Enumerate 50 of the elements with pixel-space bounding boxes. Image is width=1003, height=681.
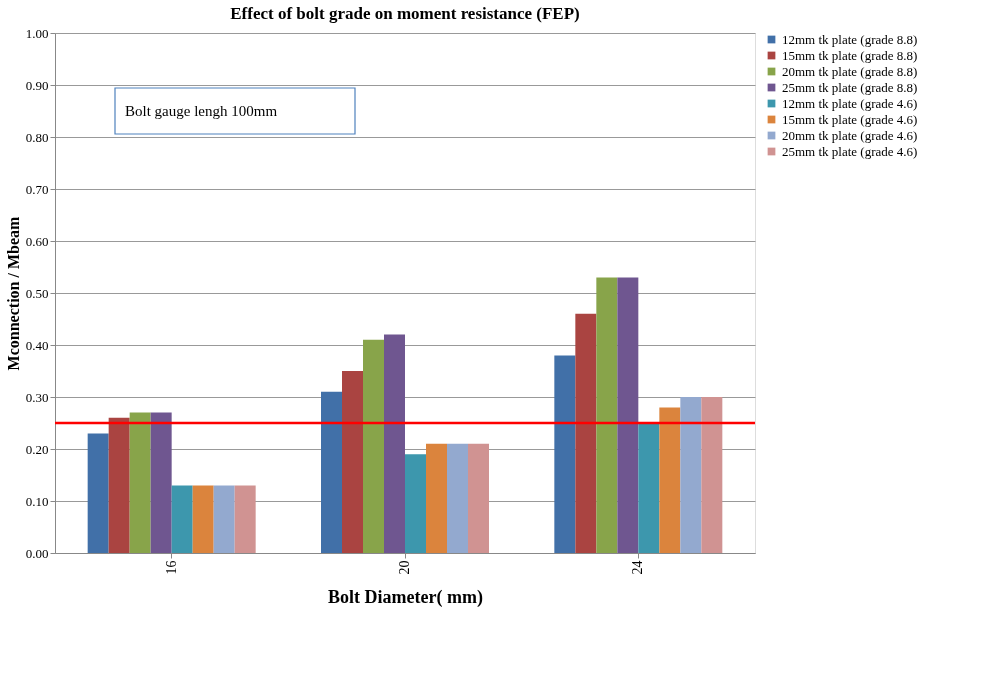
y-tick-label: 0.40	[25, 337, 49, 353]
bar	[129, 412, 151, 553]
y-tick-label: 0.80	[25, 129, 49, 145]
bar	[554, 355, 576, 553]
bar	[426, 443, 447, 553]
bar	[680, 397, 702, 553]
y-tick-label: 0.30	[25, 389, 49, 405]
bar	[596, 277, 618, 553]
y-tick-label: 0.70	[25, 181, 49, 197]
legend-label: 25mm tk plate (grade 8.8)	[782, 79, 918, 95]
chart-title: Effect of bolt grade on moment resistance (FEP)	[230, 4, 580, 23]
legend-label: 20mm tk plate (grade 4.6)	[782, 127, 918, 143]
bar	[405, 454, 426, 553]
bar	[659, 407, 681, 553]
bar	[213, 485, 235, 553]
bar	[701, 397, 723, 553]
bar	[321, 391, 342, 553]
bar	[108, 417, 130, 553]
annotation: Bolt gauge lengh 100mm	[125, 103, 278, 119]
y-tick-label: 0.20	[25, 441, 49, 457]
legend-label: 12mm tk plate (grade 4.6)	[782, 95, 918, 111]
y-tick-label: 0.50	[25, 285, 49, 301]
bar	[234, 485, 256, 553]
bar	[171, 485, 193, 553]
y-tick-label: 0.10	[25, 493, 49, 509]
legend-label: 12mm tk plate (grade 8.8)	[782, 31, 918, 47]
y-tick-label: 0.60	[25, 233, 49, 249]
bar	[342, 371, 363, 553]
y-tick-label: 0.00	[25, 545, 49, 561]
bar	[617, 277, 639, 553]
bar	[150, 412, 172, 553]
legend-label: 15mm tk plate (grade 8.8)	[782, 47, 918, 63]
legend-label: 15mm tk plate (grade 4.6)	[782, 111, 918, 127]
legend-label: 25mm tk plate (grade 4.6)	[782, 143, 918, 159]
bar	[575, 313, 597, 553]
y-tick-label: 0.90	[25, 77, 49, 93]
bar	[87, 433, 109, 553]
x-tick-label: 16	[163, 560, 179, 575]
legend-label: 20mm tk plate (grade 8.8)	[782, 63, 918, 79]
bar	[468, 443, 489, 553]
y-axis-title: Mconnection / Mbeam	[4, 215, 22, 371]
bar	[447, 443, 468, 553]
bar	[384, 334, 405, 553]
bar	[363, 339, 384, 553]
x-tick-label: 20	[397, 560, 412, 575]
x-tick-label: 24	[630, 560, 646, 575]
y-tick-label: 1.00	[25, 25, 49, 41]
x-axis-title: Bolt Diameter( mm)	[328, 586, 483, 608]
bar	[638, 423, 660, 553]
bar	[192, 485, 214, 553]
